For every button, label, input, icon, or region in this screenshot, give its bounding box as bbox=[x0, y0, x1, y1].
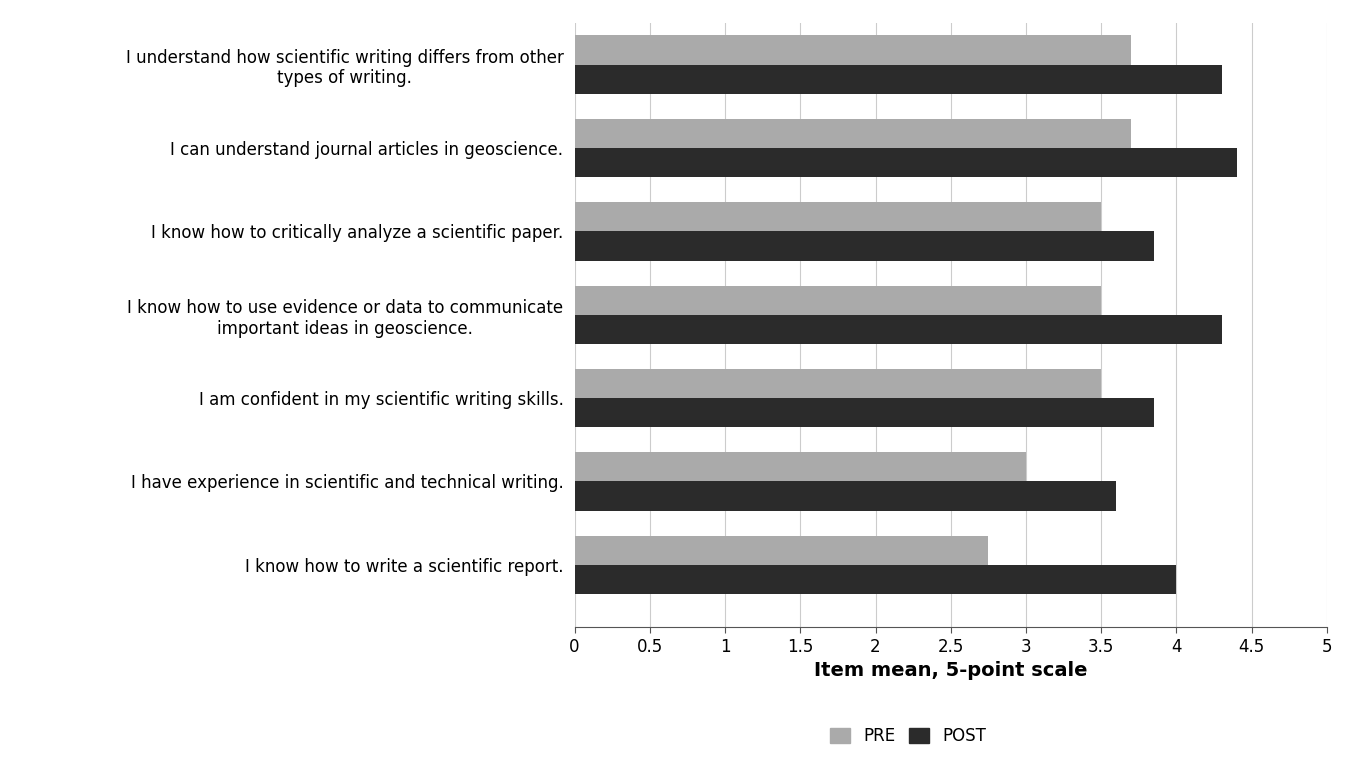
Bar bbox=[575, 565, 1176, 594]
Bar bbox=[575, 369, 1101, 398]
Bar bbox=[575, 481, 1116, 510]
Bar bbox=[575, 148, 1237, 177]
Bar bbox=[575, 119, 1131, 148]
Bar bbox=[575, 285, 1101, 314]
Legend: PRE, POST: PRE, POST bbox=[824, 721, 993, 752]
Bar bbox=[575, 202, 1101, 231]
Bar bbox=[575, 231, 1153, 261]
Bar bbox=[575, 64, 1222, 94]
Bar bbox=[575, 452, 1026, 481]
Bar bbox=[575, 35, 1131, 64]
Bar bbox=[575, 314, 1222, 344]
Bar bbox=[575, 398, 1153, 427]
X-axis label: Item mean, 5-point scale: Item mean, 5-point scale bbox=[814, 661, 1088, 680]
Bar bbox=[575, 536, 988, 565]
